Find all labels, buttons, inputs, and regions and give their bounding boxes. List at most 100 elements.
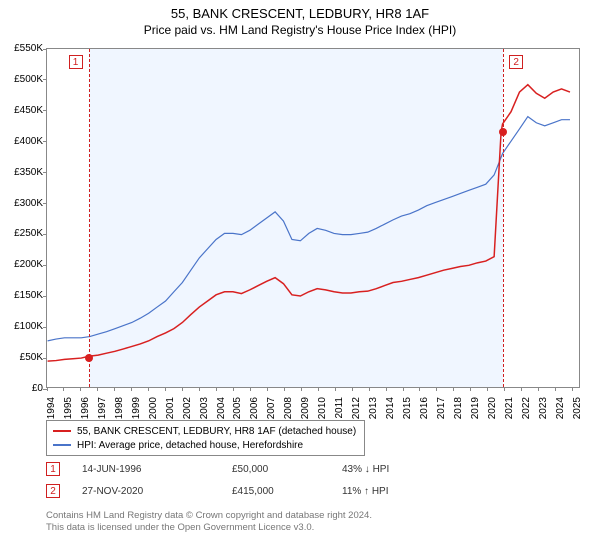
chart-container: 55, BANK CRESCENT, LEDBURY, HR8 1AF Pric… (0, 0, 600, 560)
x-axis-label: 2019 (471, 397, 481, 425)
legend-swatch (53, 444, 71, 446)
x-tick (369, 387, 370, 391)
attribution-line2: This data is licensed under the Open Gov… (46, 522, 314, 533)
x-tick (114, 387, 115, 391)
y-tick (43, 296, 47, 297)
event-row: 2 27-NOV-2020£415,00011% ↑ HPI (46, 480, 580, 502)
x-tick (47, 387, 48, 391)
x-tick (318, 387, 319, 391)
x-tick (487, 387, 488, 391)
event-vline (503, 49, 504, 387)
y-axis-label: £500K (1, 75, 43, 85)
x-tick (199, 387, 200, 391)
x-tick (216, 387, 217, 391)
event-price: £50,000 (232, 464, 342, 475)
x-tick (352, 387, 353, 391)
series-hpi (48, 117, 570, 341)
event-row-badge: 2 (46, 484, 60, 498)
y-tick (43, 49, 47, 50)
legend-item: 55, BANK CRESCENT, LEDBURY, HR8 1AF (det… (53, 424, 356, 438)
y-tick (43, 141, 47, 142)
title-subtitle: Price paid vs. HM Land Registry's House … (0, 23, 600, 37)
legend-swatch (53, 430, 71, 432)
x-tick (63, 387, 64, 391)
x-axis-label: 2017 (437, 397, 447, 425)
y-axis-label: £0 (1, 384, 43, 394)
y-axis-label: £350K (1, 168, 43, 178)
x-tick (131, 387, 132, 391)
y-tick (43, 203, 47, 204)
event-price: £415,000 (232, 486, 342, 497)
y-axis-label: £50K (1, 353, 43, 363)
x-tick (521, 387, 522, 391)
x-tick (436, 387, 437, 391)
events-table: 1 14-JUN-1996£50,00043% ↓ HPI 2 27-NOV-2020… (46, 458, 580, 502)
x-tick (80, 387, 81, 391)
chart-plot-area: £0£50K£100K£150K£200K£250K£300K£350K£400… (46, 48, 580, 388)
event-delta: 11% ↑ HPI (342, 486, 462, 497)
event-date: 27-NOV-2020 (82, 486, 232, 497)
event-vline (89, 49, 90, 387)
event-badge-1: 1 (69, 55, 83, 69)
event-delta: 43% ↓ HPI (342, 464, 462, 475)
title-block: 55, BANK CRESCENT, LEDBURY, HR8 1AF Pric… (0, 0, 600, 37)
y-axis-label: £400K (1, 137, 43, 147)
x-tick (165, 387, 166, 391)
x-axis-label: 2014 (386, 397, 396, 425)
event-row: 1 14-JUN-1996£50,00043% ↓ HPI (46, 458, 580, 480)
x-tick (301, 387, 302, 391)
y-tick (43, 358, 47, 359)
y-tick (43, 265, 47, 266)
y-axis-label: £250K (1, 229, 43, 239)
y-tick (43, 110, 47, 111)
y-tick (43, 234, 47, 235)
attribution-text: Contains HM Land Registry data © Crown c… (46, 510, 576, 534)
y-tick (43, 79, 47, 80)
x-tick (386, 387, 387, 391)
sale-marker (85, 354, 93, 362)
x-tick (538, 387, 539, 391)
x-axis-label: 2020 (488, 397, 498, 425)
legend-item: HPI: Average price, detached house, Here… (53, 438, 356, 452)
x-tick (403, 387, 404, 391)
title-address: 55, BANK CRESCENT, LEDBURY, HR8 1AF (0, 6, 600, 21)
x-tick (555, 387, 556, 391)
x-axis-label: 2015 (403, 397, 413, 425)
event-date: 14-JUN-1996 (82, 464, 232, 475)
legend-label: HPI: Average price, detached house, Here… (77, 440, 303, 451)
y-axis-label: £300K (1, 199, 43, 209)
attribution-line1: Contains HM Land Registry data © Crown c… (46, 510, 372, 521)
legend-box: 55, BANK CRESCENT, LEDBURY, HR8 1AF (det… (46, 420, 365, 456)
x-tick (182, 387, 183, 391)
x-tick (453, 387, 454, 391)
x-tick (419, 387, 420, 391)
x-tick (148, 387, 149, 391)
x-axis-label: 2025 (573, 397, 583, 425)
series-price_paid (48, 85, 570, 361)
x-axis-label: 2021 (505, 397, 515, 425)
x-tick (572, 387, 573, 391)
x-tick (335, 387, 336, 391)
sale-marker (499, 128, 507, 136)
chart-lines-svg (47, 49, 579, 387)
x-axis-label: 2016 (420, 397, 430, 425)
y-tick (43, 172, 47, 173)
x-axis-label: 2013 (369, 397, 379, 425)
y-axis-label: £450K (1, 106, 43, 116)
x-tick (284, 387, 285, 391)
x-tick (504, 387, 505, 391)
legend-label: 55, BANK CRESCENT, LEDBURY, HR8 1AF (det… (77, 426, 356, 437)
x-axis-label: 2022 (522, 397, 532, 425)
x-tick (470, 387, 471, 391)
x-axis-label: 2024 (556, 397, 566, 425)
x-axis-label: 2023 (539, 397, 549, 425)
event-row-badge: 1 (46, 462, 60, 476)
y-tick (43, 327, 47, 328)
y-axis-label: £550K (1, 44, 43, 54)
y-axis-label: £200K (1, 260, 43, 270)
x-axis-label: 2018 (454, 397, 464, 425)
event-badge-2: 2 (509, 55, 523, 69)
x-tick (233, 387, 234, 391)
x-tick (97, 387, 98, 391)
x-tick (250, 387, 251, 391)
